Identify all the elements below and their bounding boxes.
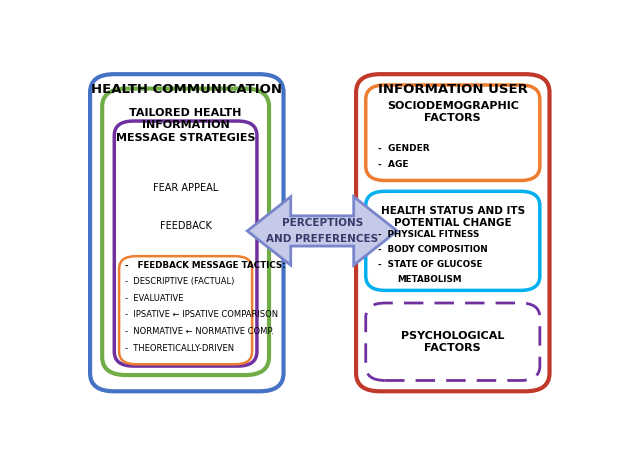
FancyBboxPatch shape <box>102 88 269 375</box>
Text: -  DESCRIPTIVE (FACTUAL): - DESCRIPTIVE (FACTUAL) <box>125 277 235 286</box>
Text: -  AGE: - AGE <box>378 160 408 169</box>
Text: SOCIODEMOGRAPHIC
FACTORS: SOCIODEMOGRAPHIC FACTORS <box>387 101 519 123</box>
FancyBboxPatch shape <box>114 121 257 366</box>
Text: TAILORED HEALTH
INFORMATION: TAILORED HEALTH INFORMATION <box>129 109 241 130</box>
Text: -  EVALUATIVE: - EVALUATIVE <box>125 294 184 303</box>
FancyBboxPatch shape <box>366 191 540 290</box>
Text: PERCEPTIONS: PERCEPTIONS <box>281 218 363 228</box>
Text: PSYCHOLOGICAL
FACTORS: PSYCHOLOGICAL FACTORS <box>401 331 504 352</box>
Text: MESSAGE STRATEGIES: MESSAGE STRATEGIES <box>116 133 255 143</box>
Text: FEAR APPEAL: FEAR APPEAL <box>153 183 218 193</box>
Text: -  IPSATIVE ← IPSATIVE COMPARISON: - IPSATIVE ← IPSATIVE COMPARISON <box>125 310 278 319</box>
Text: -  PHYSICAL FITNESS: - PHYSICAL FITNESS <box>378 230 479 239</box>
FancyBboxPatch shape <box>366 85 540 181</box>
FancyBboxPatch shape <box>119 256 252 364</box>
Text: AND PREFERENCES: AND PREFERENCES <box>266 234 378 244</box>
FancyBboxPatch shape <box>90 74 283 391</box>
Polygon shape <box>247 197 397 265</box>
Text: -  NORMATIVE ← NORMATIVE COMP.: - NORMATIVE ← NORMATIVE COMP. <box>125 327 275 336</box>
Text: -  STATE OF GLUCOSE: - STATE OF GLUCOSE <box>378 260 482 269</box>
Text: HEALTH STATUS AND ITS
POTENTIAL CHANGE: HEALTH STATUS AND ITS POTENTIAL CHANGE <box>381 206 525 228</box>
Text: FEEDBACK: FEEDBACK <box>160 220 212 231</box>
Text: HEALTH COMMUNICATION: HEALTH COMMUNICATION <box>91 83 282 96</box>
Text: -  THEORETICALLY-DRIVEN: - THEORETICALLY-DRIVEN <box>125 344 235 352</box>
Text: INFORMATION USER: INFORMATION USER <box>378 83 528 96</box>
Text: -   FEEDBACK MESSAGE TACTICS:: - FEEDBACK MESSAGE TACTICS: <box>125 261 286 270</box>
FancyBboxPatch shape <box>356 74 550 391</box>
Text: -  GENDER: - GENDER <box>378 144 429 153</box>
Text: METABOLISM: METABOLISM <box>397 276 462 285</box>
Text: -  BODY COMPOSITION: - BODY COMPOSITION <box>378 245 487 254</box>
FancyBboxPatch shape <box>366 303 540 380</box>
